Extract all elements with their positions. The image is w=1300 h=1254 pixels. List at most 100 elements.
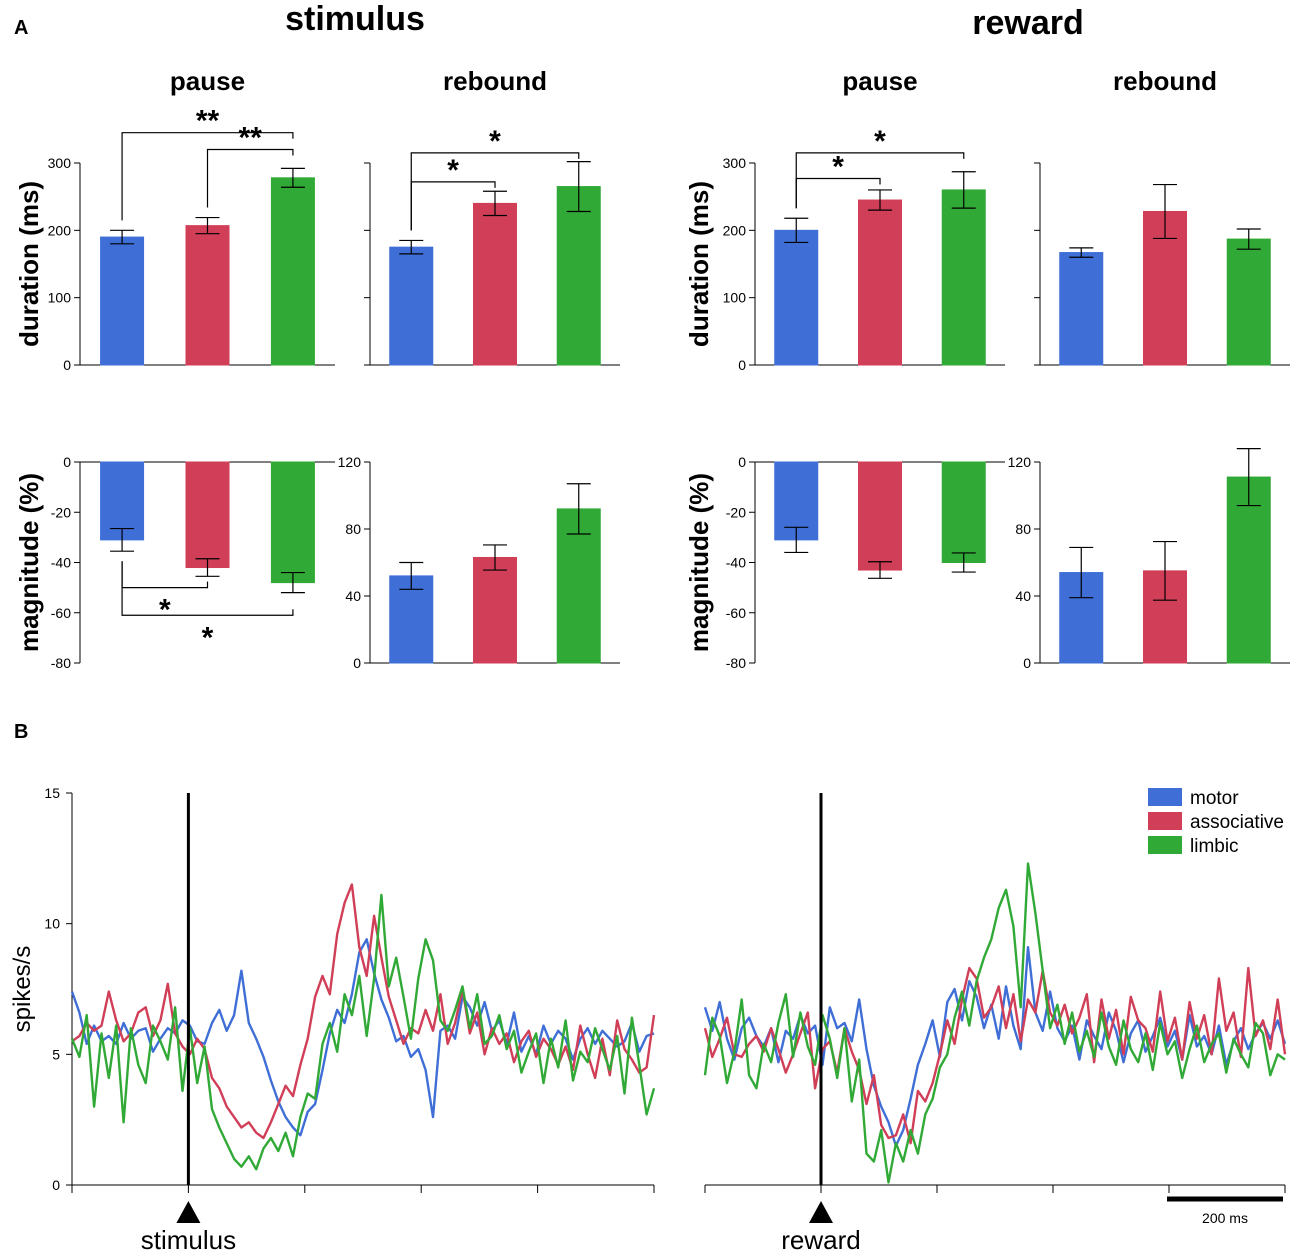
event-triangle-icon	[809, 1201, 833, 1223]
significance-bracket	[795, 177, 881, 209]
y-tick-label: -40	[726, 555, 746, 571]
y-tick-label: 100	[723, 290, 747, 306]
y-axis-label: duration (ms)	[684, 181, 714, 347]
event-triangle-icon	[176, 1201, 201, 1223]
legend: motor associative limbic	[1148, 788, 1284, 857]
legend-label-motor: motor	[1190, 788, 1239, 809]
y-tick-label: -20	[51, 504, 71, 520]
significance-marker: *	[202, 621, 214, 654]
y-tick-label: 80	[345, 521, 361, 537]
y-tick-label: 200	[723, 222, 747, 238]
section-title-reward: reward	[972, 4, 1084, 42]
y-tick-label: -40	[51, 555, 71, 571]
y-tick-label: -20	[726, 504, 746, 520]
line-chart-psth-stimulus: 0 5 10 15 spikes/s stimulus	[9, 785, 656, 1254]
y-tick-label: 200	[48, 222, 72, 238]
bar-associative	[858, 199, 902, 366]
bar-motor	[100, 236, 145, 366]
y-tick-label: 0	[52, 1177, 60, 1193]
y-tick-label: 5	[52, 1046, 60, 1062]
event-label: reward	[781, 1225, 860, 1254]
y-axis-label: duration (ms)	[14, 181, 44, 347]
bar-limbic	[941, 461, 986, 563]
panel-letter-b: B	[14, 721, 28, 743]
y-tick-label: 40	[1015, 588, 1031, 604]
bar-motor	[389, 575, 434, 664]
y-tick-label: 0	[63, 357, 71, 373]
bar-associative	[185, 461, 230, 569]
chart-title: pause	[170, 66, 245, 96]
bar-chart-reward-rebound-magnitude: 0 40 80 120	[1008, 448, 1290, 671]
legend-label-associative: associative	[1190, 812, 1284, 833]
y-tick-label: 10	[44, 916, 60, 932]
y-tick-label: 300	[48, 155, 72, 171]
legend-swatch-limbic	[1148, 836, 1182, 854]
y-tick-label: -80	[726, 655, 746, 671]
bar-associative	[473, 556, 517, 664]
bar-motor	[1059, 252, 1104, 366]
chart-title: rebound	[1113, 66, 1217, 96]
legend-swatch-motor	[1148, 788, 1182, 806]
significance-marker: *	[874, 125, 886, 158]
y-tick-label: 120	[338, 454, 362, 470]
y-tick-label: -60	[726, 605, 746, 621]
bar-limbic	[556, 186, 601, 366]
panel-letter-a: A	[14, 17, 28, 39]
y-tick-label: 80	[1015, 521, 1031, 537]
line-chart-psth-reward: reward 200 ms	[703, 793, 1287, 1254]
series-line-motor	[70, 938, 655, 1137]
section-title-stimulus: stimulus	[285, 0, 425, 38]
y-axis-label: magnitude (%)	[14, 473, 44, 652]
significance-marker: **	[239, 122, 263, 155]
bar-associative	[473, 202, 517, 366]
series-line-limbic	[70, 893, 656, 1171]
y-tick-label: 100	[48, 290, 72, 306]
bar-chart-stim-pause-duration: 0 100 200 300 ** ** pause duration (ms)	[14, 66, 335, 373]
y-tick-label: 0	[738, 454, 746, 470]
bar-motor	[389, 246, 434, 366]
y-tick-label: -80	[51, 655, 71, 671]
bar-associative	[858, 461, 902, 571]
series-line-limbic	[703, 862, 1286, 1184]
significance-bracket	[121, 561, 294, 616]
chart-title: rebound	[443, 66, 547, 96]
bar-limbic	[270, 177, 315, 366]
significance-marker: *	[447, 154, 459, 187]
y-tick-label: 120	[1008, 454, 1032, 470]
significance-marker: *	[832, 150, 844, 183]
bar-motor	[774, 229, 819, 366]
y-tick-label: 0	[738, 357, 746, 373]
legend-label-limbic: limbic	[1190, 836, 1239, 857]
bar-chart-reward-rebound-duration: rebound	[1034, 66, 1290, 366]
significance-bracket	[121, 132, 294, 221]
bar-limbic	[270, 461, 315, 584]
series-line-associative	[703, 966, 1287, 1145]
chart-title: pause	[842, 66, 917, 96]
significance-marker: *	[489, 125, 501, 158]
y-tick-label: 0	[353, 655, 361, 671]
y-tick-label: -60	[51, 605, 71, 621]
scale-bar-label: 200 ms	[1202, 1210, 1248, 1226]
significance-bracket	[206, 148, 294, 208]
y-axis-label: spikes/s	[9, 946, 36, 1033]
bar-chart-reward-pause-duration: 0 100 200 300 * * pause duration (ms)	[684, 66, 1005, 373]
bar-limbic	[941, 189, 986, 366]
bar-chart-stim-rebound-duration: * * rebound	[364, 66, 620, 366]
y-tick-label: 0	[63, 454, 71, 470]
y-tick-label: 300	[723, 155, 747, 171]
significance-marker: **	[196, 105, 220, 138]
bar-chart-stim-rebound-magnitude: 0 40 80 120	[338, 454, 620, 671]
bar-associative	[185, 225, 230, 366]
bar-limbic	[1226, 476, 1271, 664]
bar-chart-reward-pause-magnitude: 0 -20 -40 -60 -80 magnitude (%)	[684, 454, 1005, 671]
significance-marker: *	[159, 594, 171, 627]
legend-swatch-associative	[1148, 812, 1182, 830]
y-tick-label: 15	[44, 785, 60, 801]
y-tick-label: 0	[1023, 655, 1031, 671]
bar-motor	[100, 461, 145, 541]
event-label: stimulus	[141, 1225, 236, 1254]
y-tick-label: 40	[345, 588, 361, 604]
bar-limbic	[1226, 238, 1271, 366]
y-axis-label: magnitude (%)	[684, 473, 714, 652]
